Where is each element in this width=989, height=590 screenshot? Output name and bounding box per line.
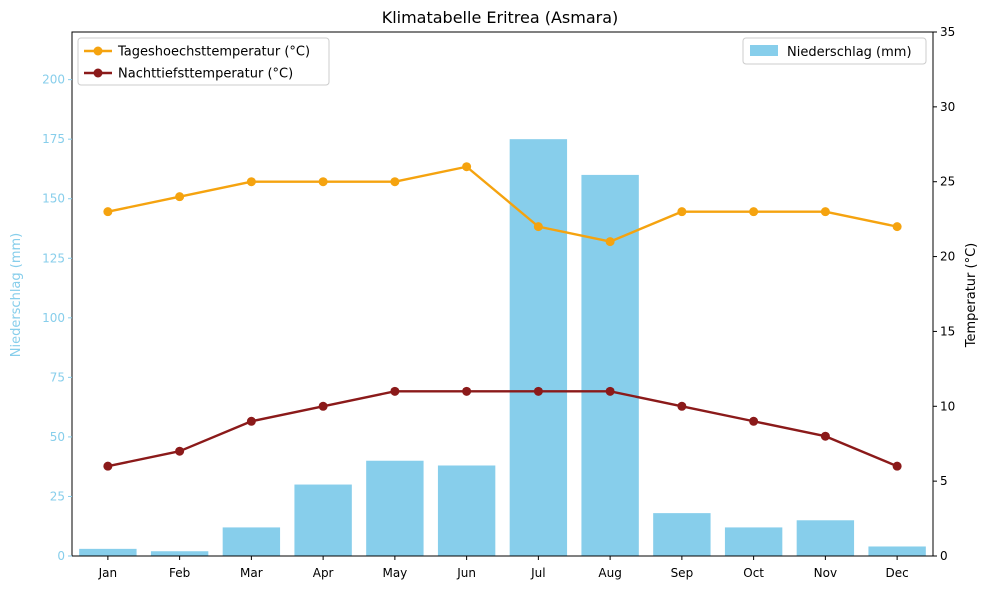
left-tick-label: 125: [42, 251, 65, 265]
left-tick-label: 150: [42, 192, 65, 206]
legend-label-1: Nachttiefsttemperatur (°C): [118, 67, 293, 82]
point-series-1-jun: [462, 386, 472, 396]
line-legend-box: [77, 37, 330, 86]
right-axis-title: Temperatur (°C): [964, 243, 979, 349]
point-series-1-aug: [605, 386, 615, 396]
left-tick-label: 75: [50, 370, 65, 384]
x-tick-label: Apr: [313, 566, 334, 580]
left-tick-label: 175: [42, 132, 65, 146]
point-series-0-sep: [677, 207, 687, 217]
point-series-0-may: [390, 177, 400, 187]
bar-feb: [150, 551, 209, 556]
bar-jul: [509, 139, 568, 556]
point-series-1-may: [390, 386, 400, 396]
x-tick-label: Nov: [814, 566, 837, 580]
legend-bar-label: Niederschlag (mm): [787, 45, 912, 60]
bar-nov: [796, 520, 855, 556]
right-tick-label: 0: [940, 549, 948, 563]
point-series-1-nov: [820, 431, 830, 441]
point-series-1-dec: [892, 461, 902, 471]
axes: 0 25 50 75 100 125 150 175 200 0 5 10 15 20 25 30 35 Jan F…: [42, 25, 955, 580]
x-tick-label: Aug: [598, 566, 621, 580]
point-series-0-jun: [462, 162, 472, 172]
left-tick-label: 25: [50, 489, 65, 503]
x-tick-label: Feb: [169, 566, 190, 580]
point-series-0-dec: [892, 222, 902, 232]
bar-legend-box: [742, 37, 927, 65]
bar-legend: Niederschlag (mm): [742, 37, 927, 65]
bar-apr: [294, 484, 352, 556]
right-tick-label: 35: [940, 25, 955, 39]
point-series-0-jul: [533, 222, 543, 232]
right-tick-label: 5: [940, 474, 948, 488]
line-series-0: [107, 165, 898, 243]
legend-marker-1: [93, 68, 103, 78]
x-tick-label: May: [382, 566, 407, 580]
bar-jan: [79, 548, 137, 556]
line-series-1: [107, 390, 898, 468]
bar-may: [366, 460, 424, 556]
x-tick-label: Jun: [456, 566, 476, 580]
point-series-0-mar: [246, 177, 256, 187]
right-tick-label: 10: [940, 399, 955, 413]
right-tick-label: 30: [940, 100, 955, 114]
legends: Tageshoechsttemperatur (°C) Nachttiefstte…: [77, 37, 927, 86]
point-series-1-mar: [246, 416, 256, 426]
x-tick-label: Dec: [886, 566, 909, 580]
x-tick-label: Jan: [98, 566, 118, 580]
bar-jun: [437, 465, 496, 556]
legend-marker-0: [93, 46, 103, 56]
left-tick-label: 200: [42, 73, 65, 87]
precipitation-bars: [79, 139, 926, 556]
plot-frame: [71, 31, 934, 557]
point-series-0-oct: [749, 207, 759, 217]
left-tick-label: 0: [57, 549, 65, 563]
bar-oct: [724, 527, 783, 556]
left-tick-label: 50: [50, 430, 65, 444]
point-series-1-feb: [175, 446, 185, 456]
legend-label-0: Tageshoechsttemperatur (°C): [117, 45, 310, 60]
point-series-0-jan: [103, 207, 113, 217]
point-series-1-jul: [533, 386, 543, 396]
right-tick-label: 15: [940, 324, 955, 338]
bar-sep: [653, 513, 711, 556]
point-series-0-nov: [820, 207, 830, 217]
point-series-0-feb: [175, 192, 185, 202]
point-series-1-apr: [318, 401, 328, 411]
chart-title: Klimatabelle Eritrea (Asmara): [382, 8, 619, 27]
bar-mar: [222, 527, 281, 556]
x-tick-label: Sep: [671, 566, 694, 580]
legend-bar-swatch: [750, 45, 778, 56]
point-series-0-apr: [318, 177, 328, 187]
point-series-0-aug: [605, 237, 615, 247]
point-series-1-oct: [749, 416, 759, 426]
right-tick-label: 25: [940, 175, 955, 189]
point-series-1-jan: [103, 461, 113, 471]
x-tick-label: Jul: [530, 566, 545, 580]
right-tick-label: 20: [940, 250, 955, 264]
point-series-1-sep: [677, 401, 687, 411]
line-legend: Tageshoechsttemperatur (°C) Nachttiefstte…: [77, 37, 330, 86]
temperature-lines: [103, 162, 902, 471]
left-tick-label: 100: [42, 311, 65, 325]
left-axis-title: Niederschlag (mm): [9, 233, 24, 358]
x-tick-label: Mar: [240, 566, 263, 580]
bar-dec: [868, 546, 926, 556]
x-tick-label: Oct: [743, 566, 764, 580]
